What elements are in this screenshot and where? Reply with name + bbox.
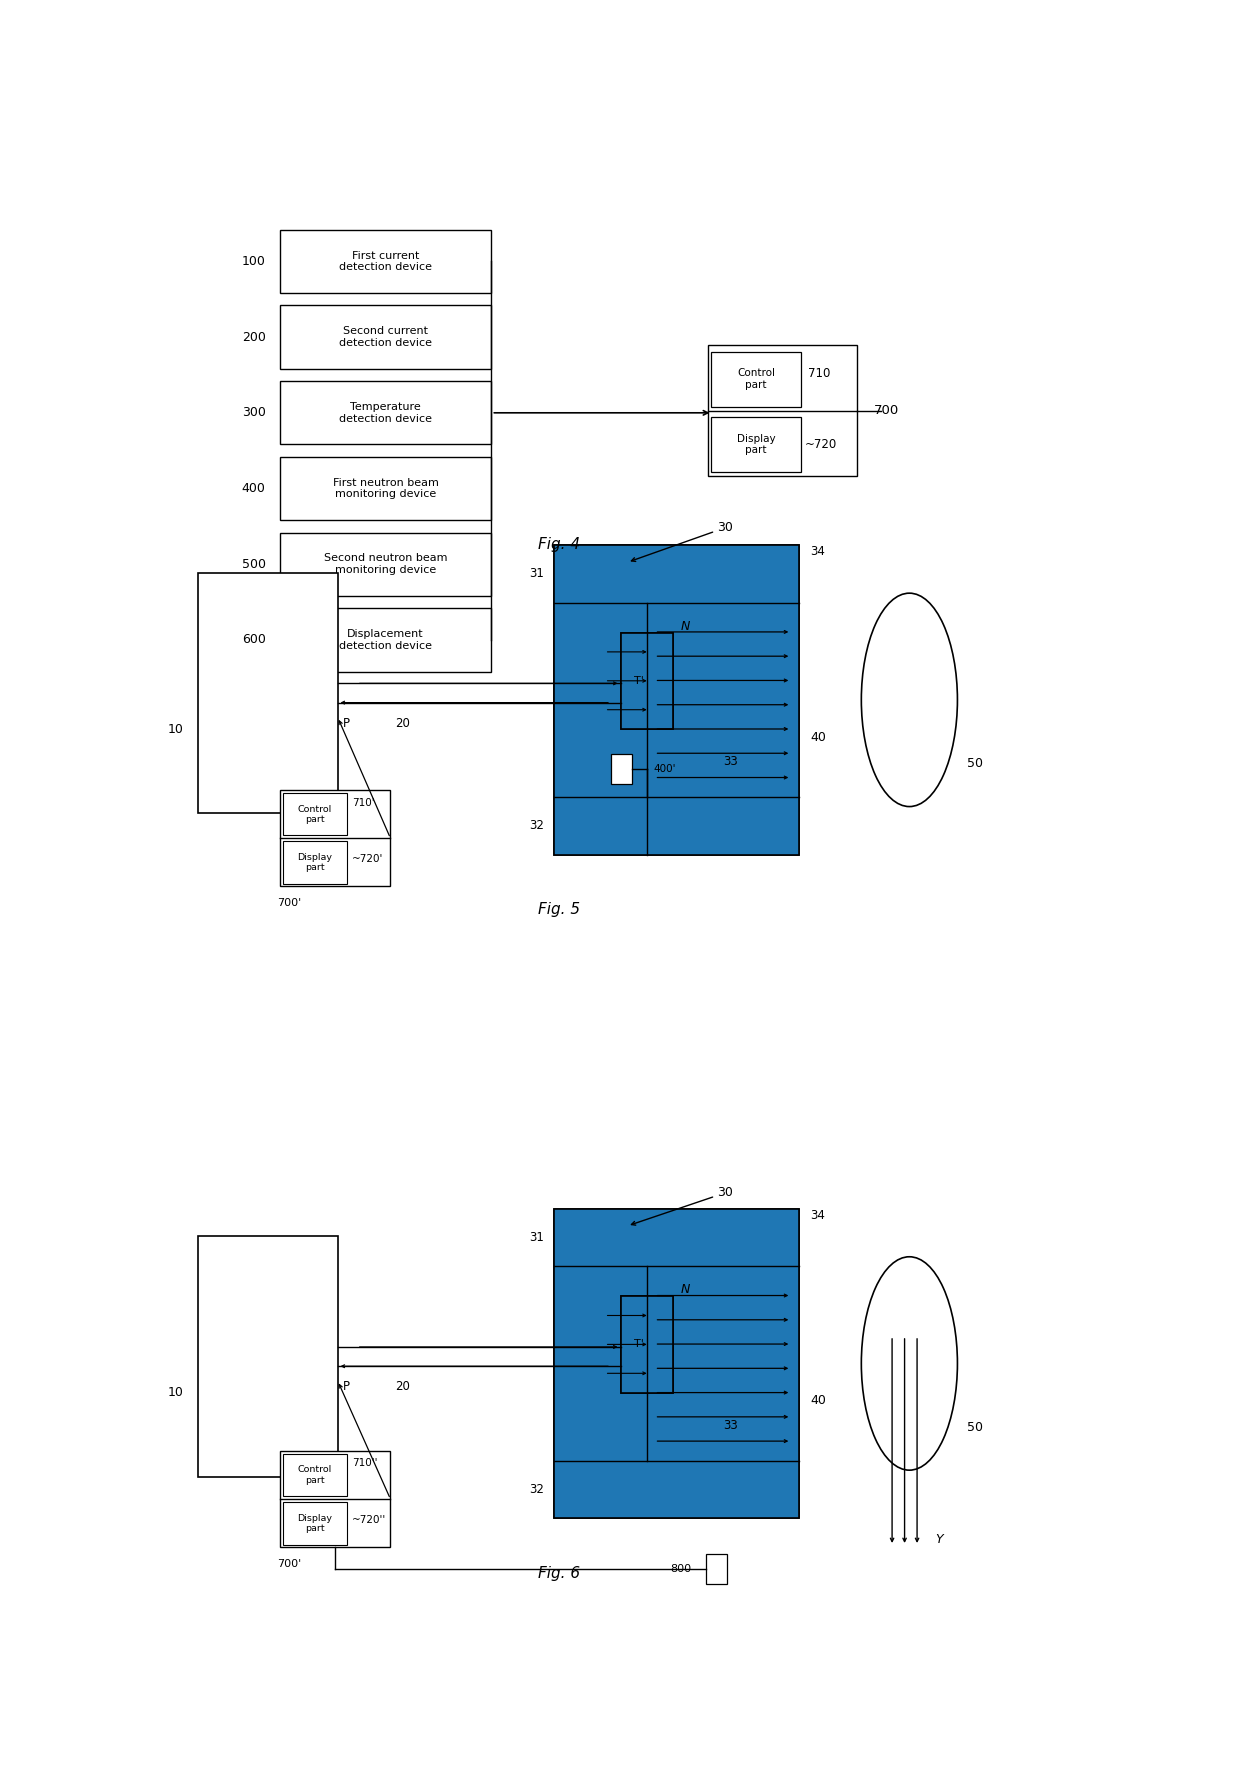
Text: First neutron beam
monitoring device: First neutron beam monitoring device: [332, 477, 439, 499]
Text: 31: 31: [529, 1230, 544, 1244]
Text: 700': 700': [277, 898, 301, 908]
Text: 34: 34: [811, 1209, 826, 1221]
Text: Fig. 5: Fig. 5: [538, 903, 579, 917]
Text: Control
part: Control part: [737, 368, 775, 390]
Bar: [611, 755, 632, 785]
Text: ~720'': ~720'': [352, 1514, 386, 1525]
Bar: [280, 306, 491, 368]
Text: First current
detection device: First current detection device: [339, 250, 432, 272]
Text: P: P: [342, 1380, 350, 1393]
Bar: [554, 1209, 799, 1518]
Text: P: P: [342, 717, 350, 730]
Text: Fig. 4: Fig. 4: [538, 538, 579, 552]
Ellipse shape: [862, 594, 957, 806]
Text: Fig. 6: Fig. 6: [538, 1566, 579, 1581]
Bar: [554, 545, 799, 855]
Bar: [280, 608, 491, 672]
Bar: [280, 458, 491, 520]
Bar: [283, 842, 347, 883]
Text: Display
part: Display part: [737, 434, 775, 456]
Text: 700': 700': [277, 1559, 301, 1568]
Bar: [198, 1236, 337, 1477]
Bar: [554, 545, 799, 855]
Bar: [620, 1296, 673, 1393]
Text: 700: 700: [874, 404, 899, 417]
Bar: [280, 1450, 391, 1547]
Bar: [620, 633, 673, 730]
Text: Display
part: Display part: [298, 1514, 332, 1532]
Text: 100: 100: [242, 256, 265, 268]
Bar: [620, 1296, 673, 1393]
Text: ~720: ~720: [805, 438, 837, 451]
Bar: [647, 1266, 799, 1461]
Bar: [283, 1502, 347, 1545]
Text: T': T': [634, 1339, 644, 1350]
Bar: [280, 533, 491, 595]
Text: 600: 600: [242, 633, 265, 647]
Text: Second current
detection device: Second current detection device: [339, 325, 432, 349]
Bar: [283, 1454, 347, 1497]
Text: Display
part: Display part: [298, 853, 332, 873]
Bar: [652, 633, 673, 730]
Text: Second neutron beam
monitoring device: Second neutron beam monitoring device: [324, 554, 448, 576]
Text: Displacement
detection device: Displacement detection device: [339, 629, 432, 651]
Text: 30: 30: [717, 1185, 733, 1198]
Bar: [280, 229, 491, 293]
Text: 20: 20: [396, 1380, 410, 1393]
Text: 710: 710: [808, 367, 831, 381]
Text: 710': 710': [352, 797, 374, 808]
Text: 20: 20: [396, 717, 410, 730]
Text: 34: 34: [811, 545, 826, 558]
Bar: [620, 633, 673, 730]
Text: 300: 300: [242, 406, 265, 420]
Text: Temperature
detection device: Temperature detection device: [339, 402, 432, 424]
Text: 32: 32: [529, 819, 544, 833]
Text: 800: 800: [670, 1564, 692, 1573]
Bar: [554, 1209, 799, 1518]
Text: N: N: [681, 620, 689, 633]
Text: 50: 50: [967, 758, 983, 771]
Text: 30: 30: [717, 520, 733, 533]
Text: 200: 200: [242, 331, 265, 343]
Text: ~720': ~720': [352, 855, 383, 864]
Text: 400': 400': [653, 763, 676, 774]
Text: 10: 10: [167, 722, 184, 735]
Text: Y: Y: [935, 1532, 942, 1545]
Text: 32: 32: [529, 1482, 544, 1497]
Text: 40: 40: [811, 731, 826, 744]
Text: N: N: [681, 1284, 689, 1296]
Bar: [712, 417, 801, 472]
Bar: [712, 352, 801, 406]
Text: 40: 40: [811, 1395, 826, 1407]
Bar: [283, 794, 347, 835]
Text: 710'': 710'': [352, 1459, 377, 1468]
Text: 33: 33: [723, 756, 738, 769]
Text: T': T': [634, 676, 644, 687]
Text: Control
part: Control part: [298, 1466, 332, 1484]
Text: Control
part: Control part: [298, 805, 332, 824]
Ellipse shape: [862, 1257, 957, 1470]
Bar: [708, 345, 857, 476]
Bar: [652, 1296, 673, 1393]
Bar: [198, 572, 337, 814]
Bar: [280, 790, 391, 887]
Bar: [647, 603, 799, 797]
Text: 50: 50: [967, 1421, 983, 1434]
Text: 33: 33: [723, 1420, 738, 1432]
Text: 31: 31: [529, 567, 544, 581]
Text: 400: 400: [242, 483, 265, 495]
Bar: [706, 1554, 727, 1584]
Bar: [280, 381, 491, 445]
Text: 500: 500: [242, 558, 265, 570]
Text: 10: 10: [167, 1386, 184, 1400]
